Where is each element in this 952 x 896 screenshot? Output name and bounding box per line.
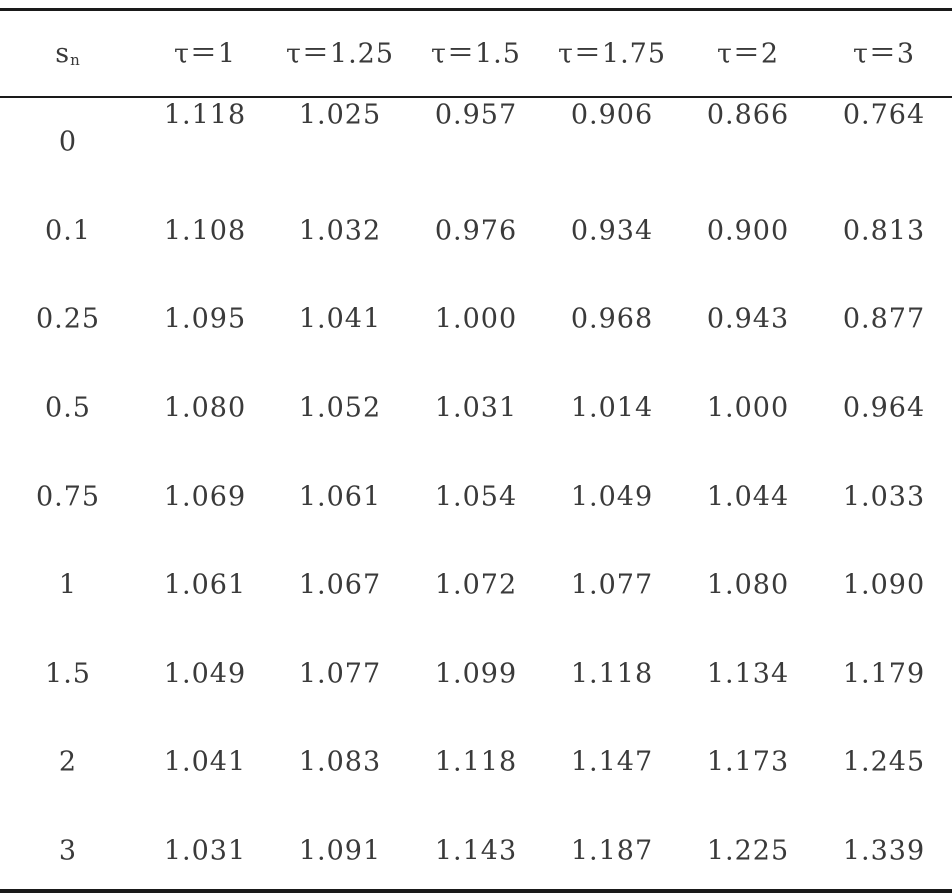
table-cell: 0.906 [570,99,654,131]
table-cell: 0.957 [434,99,518,131]
table-cell: 1.052 [298,392,382,424]
table-cell: 1.044 [706,481,790,513]
table-cell: 0.964 [842,392,926,424]
row-label: 0 [58,126,78,158]
table-cell: 1.054 [434,481,518,513]
bottom-rule [0,889,952,893]
table-cell: 1.032 [298,215,382,247]
table-cell: 1.118 [570,658,654,690]
table-cell: 1.095 [163,303,247,335]
table-cell: 1.014 [570,392,654,424]
table-cell: 1.134 [706,658,790,690]
table-cell: 1.108 [163,215,247,247]
table-cell: 0.877 [842,303,926,335]
table-cell: 1.049 [163,658,247,690]
table-cell: 1.061 [298,481,382,513]
table-cell: 1.069 [163,481,247,513]
row-label: 3 [58,835,78,867]
table-cell: 1.187 [570,835,654,867]
table-cell: 0.764 [842,99,926,131]
top-rule [0,8,952,11]
header-rule [0,96,952,98]
row-label: 0.1 [45,215,91,247]
table-cell: 0.934 [570,215,654,247]
table-cell: 1.118 [163,99,247,131]
row-label: 0.75 [35,481,101,513]
table-cell: 1.080 [163,392,247,424]
column-header: τ＝2 [716,38,780,70]
table-cell: 1.067 [298,569,382,601]
table-cell: 0.813 [842,215,926,247]
table-cell: 0.866 [706,99,790,131]
table-cell: 1.099 [434,658,518,690]
table-cell: 1.077 [570,569,654,601]
table-cell: 1.031 [163,835,247,867]
row-label: 2 [58,746,78,778]
column-header: τ＝1.75 [557,38,667,70]
table-cell: 1.143 [434,835,518,867]
table-cell: 1.118 [434,746,518,778]
table-cell: 1.083 [298,746,382,778]
table-cell: 1.090 [842,569,926,601]
table-cell: 0.943 [706,303,790,335]
table-cell: 1.077 [298,658,382,690]
table-cell: 1.000 [434,303,518,335]
table-cell: 1.041 [298,303,382,335]
row-label: 1 [58,569,78,601]
column-header: τ＝1.5 [431,38,521,70]
table-cell: 1.025 [298,99,382,131]
table-cell: 1.245 [842,746,926,778]
table-cell: 1.072 [434,569,518,601]
column-header: τ＝3 [852,38,916,70]
table-cell: 1.147 [570,746,654,778]
row-label: 0.25 [35,303,101,335]
table-cell: 1.173 [706,746,790,778]
row-label-base: s [55,38,71,69]
table-cell: 1.179 [842,658,926,690]
row-label: 1.5 [45,658,91,690]
row-label-subscript: n [70,51,81,69]
table-cell: 1.033 [842,481,926,513]
table-cell: 0.976 [434,215,518,247]
table-cell: 1.031 [434,392,518,424]
table-cell: 0.900 [706,215,790,247]
table-cell: 1.339 [842,835,926,867]
table-cell: 1.225 [706,835,790,867]
table-cell: 1.041 [163,746,247,778]
table-cell: 1.080 [706,569,790,601]
column-header: τ＝1 [173,38,237,70]
table-cell: 0.968 [570,303,654,335]
table-cell: 1.049 [570,481,654,513]
row-label: 0.5 [45,392,91,424]
column-header: τ＝1.25 [285,38,395,70]
table-cell: 1.061 [163,569,247,601]
table-cell: 1.091 [298,835,382,867]
header-row-label: sn [55,40,81,68]
table-cell: 1.000 [706,392,790,424]
